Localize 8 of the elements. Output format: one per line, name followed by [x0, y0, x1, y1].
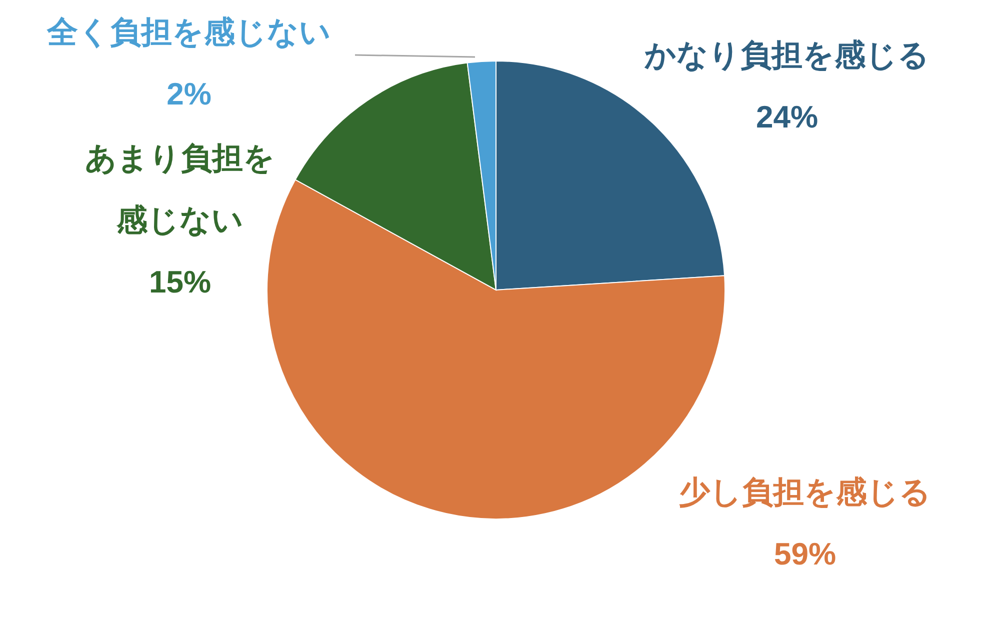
- data-label: 59%: [774, 536, 836, 572]
- data-label: 2%: [166, 76, 212, 112]
- data-label: 15%: [148, 264, 212, 300]
- slice-label: 全く負担を感じない: [46, 14, 331, 50]
- slice-label: あまり負担を感じない: [85, 140, 275, 238]
- slice-label: かなり負担を感じる: [644, 38, 930, 72]
- data-label: 24%: [756, 100, 818, 134]
- slice-label: 少し負担を感じる: [679, 474, 931, 510]
